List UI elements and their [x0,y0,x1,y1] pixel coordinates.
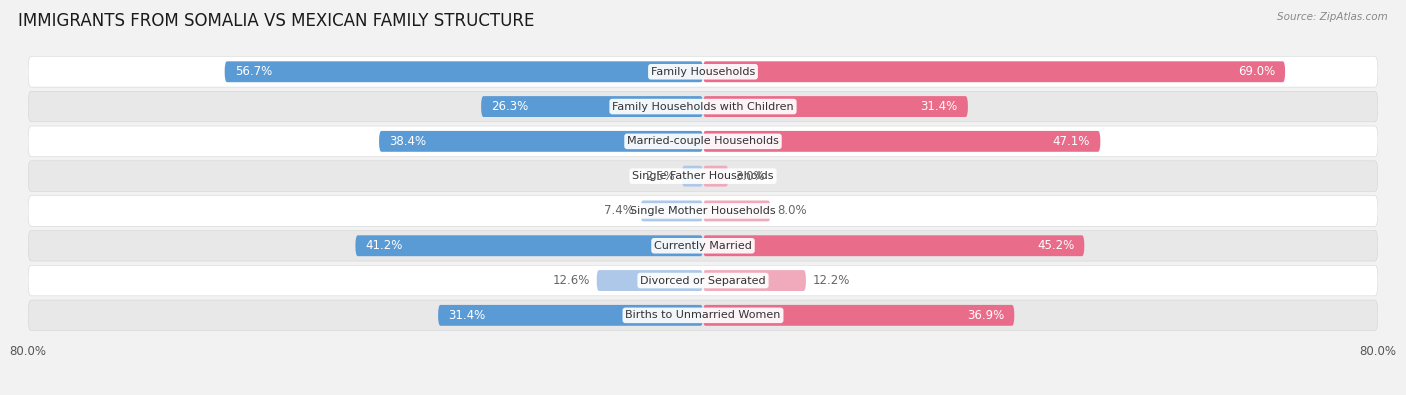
FancyBboxPatch shape [28,196,1378,226]
Text: Single Father Households: Single Father Households [633,171,773,181]
Text: Family Households: Family Households [651,67,755,77]
Text: Source: ZipAtlas.com: Source: ZipAtlas.com [1277,12,1388,22]
FancyBboxPatch shape [356,235,703,256]
FancyBboxPatch shape [28,56,1378,87]
Text: Divorced or Separated: Divorced or Separated [640,276,766,286]
FancyBboxPatch shape [703,166,728,186]
FancyBboxPatch shape [703,131,1101,152]
Text: Married-couple Households: Married-couple Households [627,136,779,147]
FancyBboxPatch shape [28,230,1378,261]
FancyBboxPatch shape [596,270,703,291]
FancyBboxPatch shape [28,265,1378,296]
Text: 2.5%: 2.5% [645,169,675,182]
Text: 3.0%: 3.0% [735,169,765,182]
Text: 41.2%: 41.2% [366,239,404,252]
FancyBboxPatch shape [641,201,703,221]
Text: 12.2%: 12.2% [813,274,851,287]
FancyBboxPatch shape [225,61,703,82]
FancyBboxPatch shape [380,131,703,152]
FancyBboxPatch shape [28,300,1378,331]
FancyBboxPatch shape [28,126,1378,157]
Text: 56.7%: 56.7% [235,65,271,78]
FancyBboxPatch shape [682,166,703,186]
Text: 8.0%: 8.0% [778,205,807,218]
Text: 45.2%: 45.2% [1038,239,1074,252]
Text: 47.1%: 47.1% [1053,135,1090,148]
Text: 31.4%: 31.4% [449,309,485,322]
FancyBboxPatch shape [703,235,1084,256]
FancyBboxPatch shape [28,161,1378,192]
Legend: Immigrants from Somalia, Mexican: Immigrants from Somalia, Mexican [575,393,831,395]
Text: 31.4%: 31.4% [921,100,957,113]
FancyBboxPatch shape [703,305,1014,326]
Text: 38.4%: 38.4% [389,135,426,148]
Text: Single Mother Households: Single Mother Households [630,206,776,216]
Text: Births to Unmarried Women: Births to Unmarried Women [626,310,780,320]
Text: Family Households with Children: Family Households with Children [612,102,794,111]
Text: IMMIGRANTS FROM SOMALIA VS MEXICAN FAMILY STRUCTURE: IMMIGRANTS FROM SOMALIA VS MEXICAN FAMIL… [18,12,534,30]
FancyBboxPatch shape [481,96,703,117]
FancyBboxPatch shape [703,96,967,117]
FancyBboxPatch shape [439,305,703,326]
FancyBboxPatch shape [28,91,1378,122]
Text: 36.9%: 36.9% [967,309,1004,322]
FancyBboxPatch shape [703,270,806,291]
Text: 12.6%: 12.6% [553,274,591,287]
Text: 69.0%: 69.0% [1237,65,1275,78]
Text: Currently Married: Currently Married [654,241,752,251]
FancyBboxPatch shape [703,61,1285,82]
Text: 7.4%: 7.4% [605,205,634,218]
FancyBboxPatch shape [703,201,770,221]
Text: 26.3%: 26.3% [491,100,529,113]
